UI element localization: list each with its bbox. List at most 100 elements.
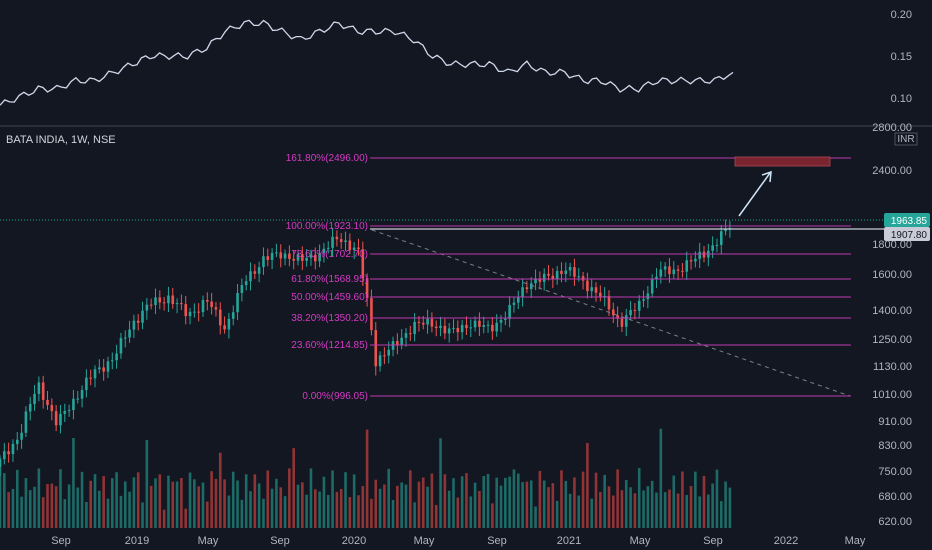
- candle-body: [469, 327, 473, 329]
- candle-body: [85, 377, 88, 391]
- candle: [555, 266, 559, 285]
- volume-bar: [499, 485, 503, 528]
- candle-body: [318, 253, 321, 262]
- candle-body: [348, 240, 352, 251]
- volume-bar: [171, 481, 175, 528]
- candle: [650, 274, 654, 298]
- indicator-pane[interactable]: 0.20 0.15 0.10: [0, 9, 912, 106]
- candle-body: [512, 302, 516, 305]
- volume-bar: [551, 483, 555, 528]
- last-price-value: 1963.85: [891, 216, 928, 227]
- volume-bar: [547, 487, 550, 528]
- volume-bar: [668, 489, 671, 528]
- candle-body: [141, 310, 144, 323]
- price-pane[interactable]: 161.80%(2496.00) 100.00%(1923.10) 78.60%…: [0, 134, 884, 528]
- candle: [465, 316, 468, 336]
- candle-body: [249, 271, 252, 282]
- candle-body: [123, 337, 127, 339]
- candle-body: [555, 270, 559, 279]
- candle: [54, 405, 58, 432]
- candle: [426, 309, 429, 334]
- candle: [534, 269, 537, 291]
- candle: [72, 389, 75, 420]
- candle-body: [538, 278, 542, 282]
- volume-bar: [465, 473, 468, 528]
- candle-body: [214, 307, 218, 310]
- fib-level-label: 23.60%(1214.85): [291, 340, 368, 351]
- candle-body: [136, 320, 140, 323]
- time-tick-label: 2019: [125, 535, 149, 547]
- candle: [197, 303, 200, 322]
- arrow-head-icon: [761, 170, 772, 183]
- candle: [486, 320, 490, 333]
- candle-body: [581, 276, 585, 281]
- candle-body: [564, 270, 568, 275]
- candle: [275, 243, 278, 258]
- candle: [681, 262, 684, 278]
- candle-body: [642, 299, 645, 301]
- candle: [400, 329, 403, 350]
- volume-bar: [85, 502, 88, 528]
- volume-bar: [46, 484, 49, 528]
- candle-body: [685, 260, 689, 272]
- candle: [417, 316, 421, 332]
- candle-body: [288, 253, 291, 259]
- volume-bar: [555, 500, 559, 528]
- volume-bar: [534, 506, 537, 528]
- candle: [633, 303, 637, 320]
- candle-body: [525, 287, 529, 290]
- volume-bar: [283, 496, 287, 528]
- candle: [188, 307, 192, 325]
- volume-bar: [214, 478, 218, 528]
- volume-bar: [223, 479, 226, 528]
- price-tick-label: 1250.00: [872, 334, 912, 346]
- volume-bar: [620, 490, 624, 528]
- projection-arrow[interactable]: [738, 170, 772, 217]
- candle: [616, 306, 619, 328]
- volume-bar: [460, 476, 464, 528]
- candle: [361, 241, 365, 286]
- volume-bar: [197, 486, 200, 528]
- indicator-tick-label: 0.15: [891, 51, 912, 63]
- candle-body: [54, 411, 58, 426]
- volume-bar: [529, 480, 533, 528]
- volume-bar: [136, 472, 140, 528]
- candle: [599, 285, 602, 302]
- currency-badge: [894, 132, 918, 146]
- candle: [521, 278, 524, 307]
- fib-retracement[interactable]: 161.80%(2496.00) 100.00%(1923.10) 78.60%…: [286, 153, 851, 402]
- candle: [162, 296, 166, 311]
- candle: [46, 391, 49, 410]
- candle: [460, 320, 464, 340]
- candle: [396, 333, 399, 355]
- volume-bar: [41, 497, 45, 528]
- time-axis[interactable]: Sep 2019 May Sep 2020 May Sep 2021 May S…: [51, 535, 866, 547]
- candle: [20, 424, 23, 449]
- volume-bar: [612, 495, 615, 528]
- indicator-line: [0, 19, 734, 106]
- candle-body: [417, 321, 421, 323]
- volume-bar: [123, 481, 127, 528]
- price-axis[interactable]: 2800.00 INR 2400.00 1800.00 1600.00 1400…: [872, 122, 930, 528]
- candle: [193, 303, 196, 318]
- candle: [236, 284, 239, 321]
- candle: [301, 246, 304, 271]
- candle-body: [7, 451, 10, 455]
- volume-bar: [702, 475, 706, 528]
- volume-bar: [694, 471, 697, 528]
- candle-body: [568, 267, 572, 271]
- target-zone-box[interactable]: [734, 156, 831, 167]
- candle-body: [659, 269, 663, 277]
- volume-bar: [218, 452, 222, 528]
- candle: [305, 249, 308, 267]
- volume-bar: [486, 473, 490, 528]
- candle: [434, 320, 438, 337]
- volume-bar: [421, 477, 425, 528]
- volume-bar: [158, 474, 162, 528]
- fib-level-label: 38.20%(1350.20): [291, 313, 368, 324]
- candle: [672, 261, 676, 279]
- volume-bar: [642, 490, 645, 528]
- candle: [512, 296, 516, 313]
- volume-bar: [313, 489, 317, 528]
